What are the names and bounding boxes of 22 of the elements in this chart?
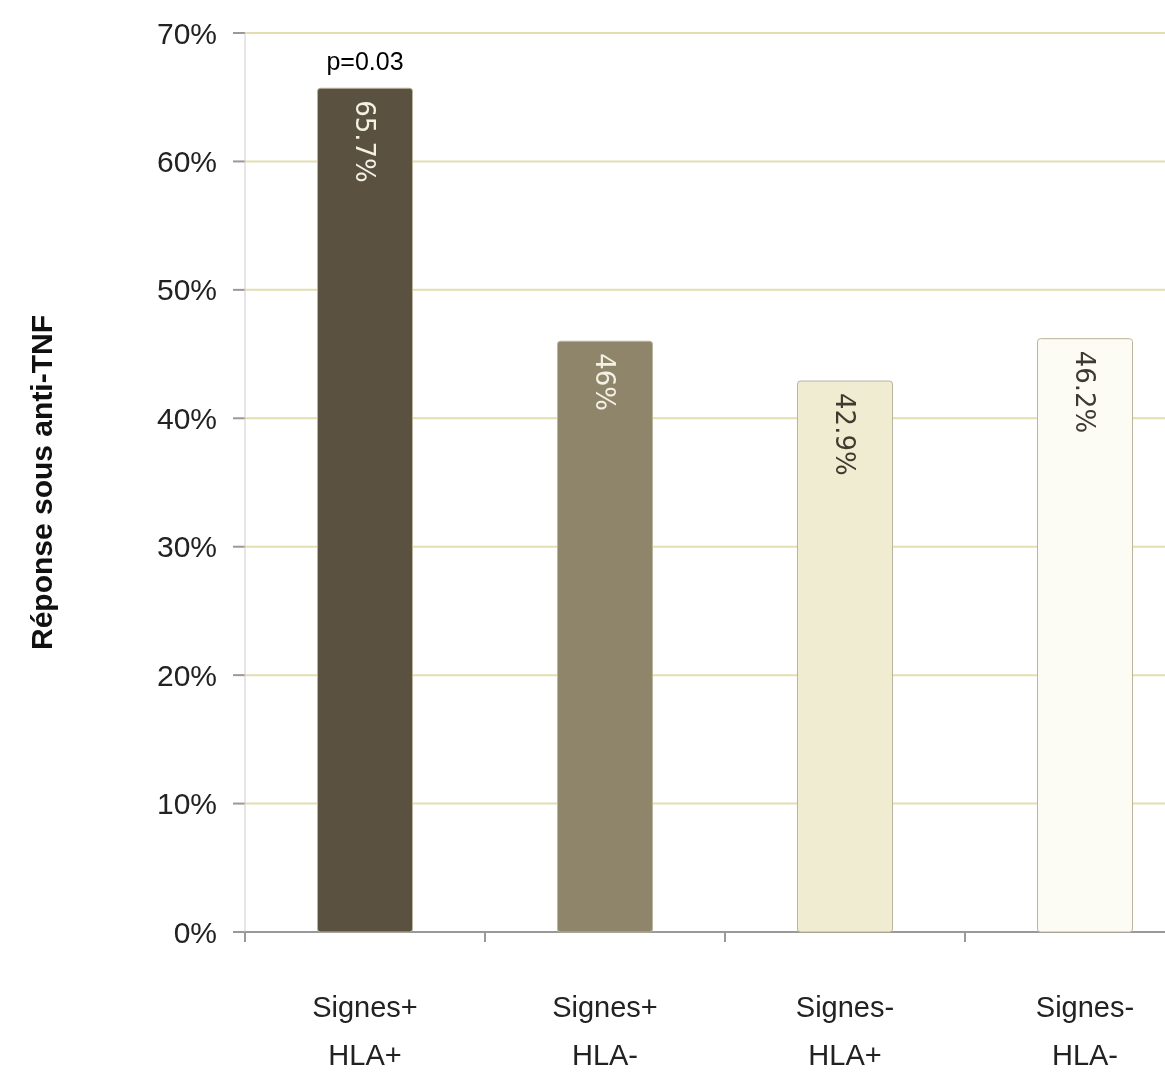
y-tick-label: 0%: [173, 915, 217, 949]
bar: [1037, 338, 1133, 933]
y-axis-title: Réponse sous anti-TNF: [25, 314, 58, 651]
data-label: 46%: [589, 353, 620, 412]
annotation: p=0.03: [326, 47, 404, 76]
y-tick-label: 10%: [156, 787, 217, 821]
x-tick-label: Signes- HLA+: [795, 991, 895, 1071]
y-tick-label: 70%: [156, 16, 217, 50]
x-tick-label: Signes+ HLA-: [552, 991, 658, 1071]
y-tick-label: 20%: [156, 658, 217, 692]
x-tick-label: Signes- HLA-: [1035, 991, 1135, 1071]
bar: [797, 380, 893, 933]
bar: [317, 87, 413, 933]
y-tick-label: 60%: [156, 144, 217, 178]
y-tick-label: 40%: [156, 401, 217, 435]
bar: [557, 340, 653, 933]
y-tick-label: 50%: [156, 273, 217, 307]
data-label: 65.7%: [349, 100, 380, 183]
data-label: 42.9%: [829, 393, 860, 476]
data-label: 46.2%: [1069, 350, 1100, 434]
x-tick-label: Signes+ HLA+: [312, 991, 418, 1071]
y-tick-label: 30%: [156, 530, 217, 564]
